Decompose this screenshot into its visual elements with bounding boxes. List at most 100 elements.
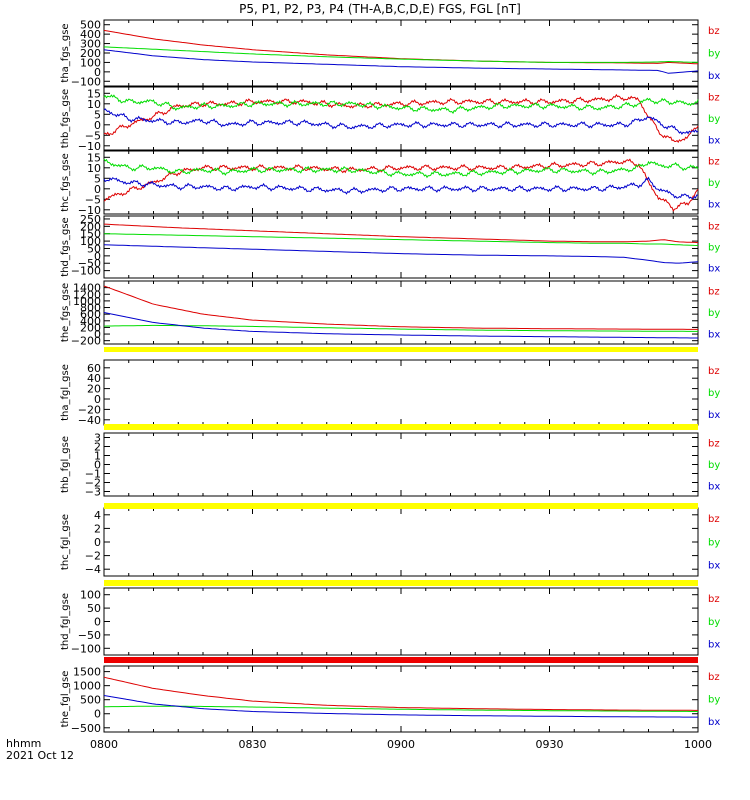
series-by [103,158,699,179]
y-tick-label: 0 [94,459,101,472]
legend-bz: bz [708,26,720,37]
y-tick-label: 100 [80,235,101,248]
y-tick-label: 800 [80,302,101,315]
y-tick-label: −100 [71,75,101,88]
legend-bx: bx [708,481,720,492]
date-label: 2021 Oct 12 [6,749,74,762]
y-axis-label: thd_fgl_gse [60,593,71,650]
data-quality-flag [104,424,698,430]
y-tick-label: −500 [71,722,101,735]
y-tick-label: 200 [80,321,101,334]
series-bz [103,158,699,212]
y-axis-label: the_fgl_gse [60,671,71,728]
chart-title: P5, P1, P2, P3, P4 (TH-A,B,C,D,E) FGS, F… [239,2,521,16]
legend-bz: bz [708,221,720,232]
legend-bz: bz [708,93,720,104]
y-axis-label: tha_fgs_gse [60,23,71,82]
legend-bx: bx [708,560,720,571]
y-axis-label: thc_fgl_gse [60,514,71,570]
y-tick-label: 10 [87,98,101,111]
legend-by: by [708,48,720,59]
legend-bz: bz [708,439,720,450]
legend-bz: bz [708,366,720,377]
time-label: hhmm [6,737,41,750]
series-by [104,705,698,712]
legend-by: by [708,617,720,628]
y-tick-label: 0 [94,250,101,263]
series-bz [103,93,699,143]
y-tick-label: −100 [71,642,101,655]
series-bx [103,244,699,264]
y-axis-label: the_fgs_gse [60,283,71,342]
y-tick-label: −1 [85,468,101,481]
panel-the_fgs_gse: −2000200400600800100012001400the_fgs_gse… [60,280,720,348]
y-tick-label: 250 [80,213,101,226]
data-quality-flag [104,657,698,663]
legend-by: by [708,178,720,189]
y-tick-label: −50 [78,629,101,642]
data-quality-flag [104,503,698,509]
y-tick-label: 50 [87,602,101,615]
y-tick-label: 500 [80,19,101,32]
y-tick-label: 1200 [73,288,101,301]
y-tick-label: 600 [80,308,101,321]
series-by [103,94,699,115]
y-tick-label: 60 [87,362,101,375]
y-tick-label: 0 [94,66,101,79]
x-axis: 0800 0830 0900 0930 1000 [90,738,712,751]
y-tick-label: 1000 [73,680,101,693]
y-tick-label: 200 [80,220,101,233]
series-by [103,46,699,63]
legend-by: by [708,388,720,399]
y-tick-label: 300 [80,38,101,51]
y-tick-label: 0 [94,536,101,549]
legend-by: by [708,694,720,705]
y-tick-label: 100 [80,56,101,69]
legend-by: by [708,460,720,471]
y-tick-label: 400 [80,315,101,328]
y-tick-label: 1 [94,450,101,463]
y-tick-label: −10 [78,204,101,217]
series-by [103,324,698,332]
y-axis-label: tha_fgl_gse [60,364,71,421]
y-axis-label: thb_fgl_gse [60,436,71,493]
y-tick-label: −5 [85,193,101,206]
panel-frame [103,432,699,497]
y-tick-label: 15 [87,151,101,164]
y-tick-label: 1500 [73,666,101,679]
y-tick-label: −50 [78,257,101,270]
panel-frame [103,507,699,577]
y-tick-label: 150 [80,228,101,241]
y-tick-label: −2 [85,477,101,490]
legend-bx: bx [708,717,720,728]
y-axis-label: thd_fgs_gse [60,217,71,276]
panel-frame [103,587,699,656]
y-tick-label: 5 [94,108,101,121]
legend-by: by [708,114,720,125]
series-bz [103,676,698,711]
panel-frame [103,665,699,733]
y-tick-label: 1000 [73,295,101,308]
legend-bz: bz [708,594,720,605]
panel-frame [103,19,699,87]
legend-bx: bx [708,199,720,210]
y-axis-label: thc_fgs_gse [60,153,71,212]
y-tick-label: −100 [71,265,101,278]
x-tick-label: 1000 [684,738,712,751]
y-tick-label: 50 [87,242,101,255]
y-tick-label: 0 [94,183,101,196]
y-tick-label: 4 [94,509,101,522]
y-tick-label: 500 [80,694,101,707]
legend-bx: bx [708,71,720,82]
y-tick-label: −2 [85,550,101,563]
y-tick-label: 40 [87,372,101,385]
legend-bz: bz [708,157,720,168]
